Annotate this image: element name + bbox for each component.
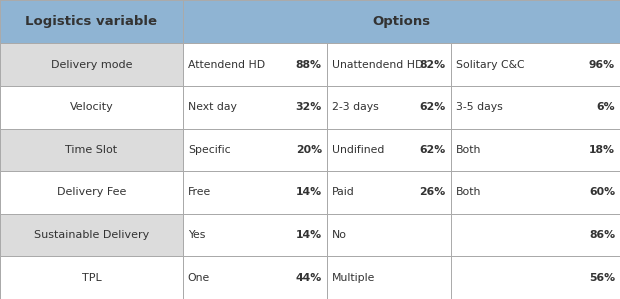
Text: 6%: 6% [596,102,615,112]
Text: Paid: Paid [332,187,355,197]
Text: Both: Both [456,145,481,155]
Bar [183,86,620,129]
Text: Undifined: Undifined [332,145,384,155]
Text: 20%: 20% [296,145,322,155]
Text: Options: Options [373,15,430,28]
Bar [0,214,183,256]
Bar [183,171,620,214]
Text: Sustainable Delivery: Sustainable Delivery [34,230,149,240]
Text: 14%: 14% [296,230,322,240]
Text: 82%: 82% [420,60,446,70]
Text: 96%: 96% [589,60,615,70]
Text: Delivery mode: Delivery mode [51,60,132,70]
Bar [183,129,620,171]
Text: Logistics variable: Logistics variable [25,15,157,28]
Text: 18%: 18% [589,145,615,155]
Text: 14%: 14% [296,187,322,197]
Text: 60%: 60% [589,187,615,197]
Text: Multiple: Multiple [332,273,375,283]
Text: 32%: 32% [296,102,322,112]
Text: Free: Free [188,187,211,197]
Text: One: One [188,273,210,283]
Text: 44%: 44% [296,273,322,283]
Text: TPL: TPL [82,273,101,283]
Bar [0,86,183,129]
Text: Attendend HD: Attendend HD [188,60,265,70]
Bar [183,0,620,43]
Text: 62%: 62% [420,145,446,155]
Bar [0,171,183,214]
Text: Time Slot: Time Slot [65,145,118,155]
Text: 26%: 26% [420,187,446,197]
Bar [0,43,183,86]
Bar [0,0,183,43]
Text: Both: Both [456,187,481,197]
Text: 3-5 days: 3-5 days [456,102,502,112]
Bar [0,256,183,299]
Text: Solitary C&C: Solitary C&C [456,60,525,70]
Text: 62%: 62% [420,102,446,112]
Text: Yes: Yes [188,230,205,240]
Text: 2-3 days: 2-3 days [332,102,378,112]
Text: Delivery Fee: Delivery Fee [57,187,126,197]
Bar [0,129,183,171]
Bar [183,43,620,86]
Text: Unattendend HD: Unattendend HD [332,60,423,70]
Bar [183,214,620,256]
Text: 88%: 88% [296,60,322,70]
Text: 56%: 56% [589,273,615,283]
Text: 86%: 86% [589,230,615,240]
Bar [183,256,620,299]
Text: No: No [332,230,347,240]
Text: Velocity: Velocity [69,102,113,112]
Text: Specific: Specific [188,145,231,155]
Text: Next day: Next day [188,102,237,112]
